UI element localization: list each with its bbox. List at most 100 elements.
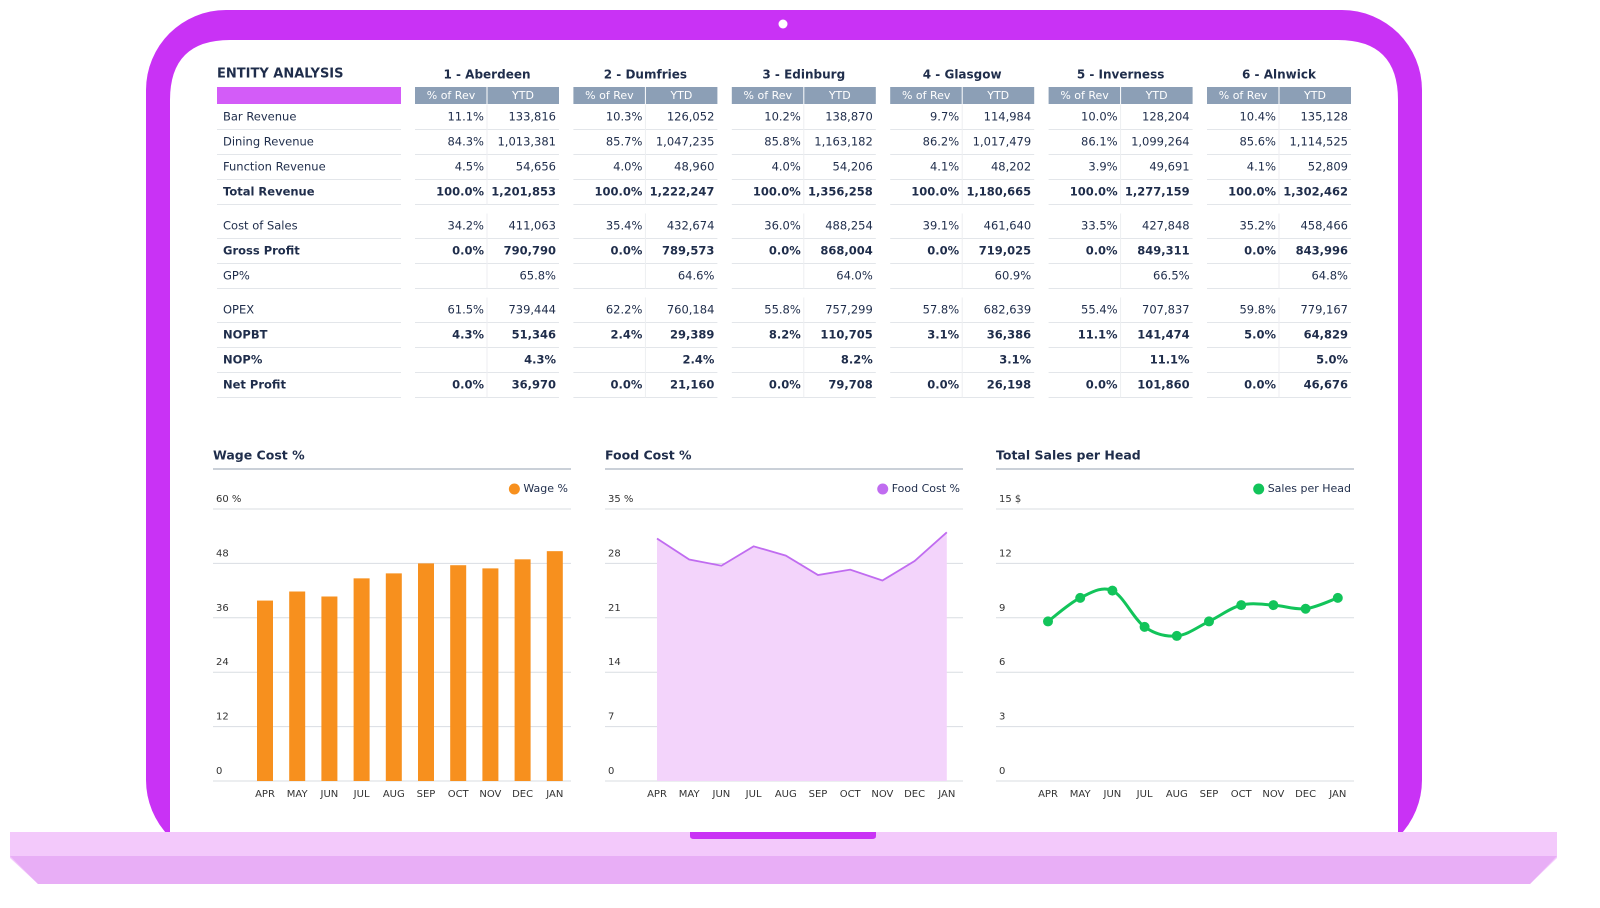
legend-swatch <box>1253 483 1265 495</box>
table-cell: 4.5% <box>455 160 484 174</box>
table-cell: 790,790 <box>504 244 556 258</box>
table-cell: 411,063 <box>508 219 556 233</box>
y-tick-label: 14 <box>608 657 621 668</box>
column-header: % of Rev <box>585 89 634 102</box>
table-cell: 65.8% <box>519 269 556 283</box>
table-cell: 49,691 <box>1149 160 1189 174</box>
table-cell: 39.1% <box>923 219 960 233</box>
x-tick-label: JAN <box>545 789 563 800</box>
table-cell: 133,816 <box>508 110 556 124</box>
column-header: % of Rev <box>902 89 951 102</box>
point <box>1043 616 1053 627</box>
chart-title: Wage Cost % <box>213 448 305 463</box>
x-tick-label: NOV <box>871 789 893 800</box>
row-label: Gross Profit <box>223 244 300 258</box>
table-cell: 779,167 <box>1300 303 1348 317</box>
y-tick-label: 12 <box>999 548 1012 559</box>
table-cell: 64,829 <box>1304 328 1348 342</box>
y-tick-label: 28 <box>608 548 621 559</box>
y-tick-label: 15 $ <box>999 494 1021 505</box>
area-line <box>656 531 948 582</box>
x-tick-label: AUG <box>775 789 797 800</box>
table-cell: 8.2% <box>769 328 801 342</box>
x-tick-label: APR <box>255 789 275 800</box>
table-cell: 11.1% <box>1078 328 1118 342</box>
table-cell: 100.0% <box>753 185 801 199</box>
table-cell: 4.3% <box>452 328 484 342</box>
x-tick-label: DEC <box>512 789 533 800</box>
bar <box>257 600 273 781</box>
legend-swatch <box>877 483 889 495</box>
x-tick-label: SEP <box>1200 789 1219 800</box>
x-tick-label: NOV <box>1262 789 1284 800</box>
x-tick-label: MAY <box>287 789 309 800</box>
laptop-notch <box>690 832 876 839</box>
table-cell: 432,674 <box>667 219 715 233</box>
x-tick-label: DEC <box>1295 789 1316 800</box>
x-tick-label: MAY <box>679 789 701 800</box>
table-cell: 719,025 <box>979 244 1031 258</box>
table-cell: 55.8% <box>764 303 801 317</box>
y-tick-label: 3 <box>999 712 1005 723</box>
point <box>1075 592 1086 603</box>
table-cell: 35.2% <box>1239 219 1276 233</box>
point <box>1268 600 1279 611</box>
y-tick-label: 0 <box>999 766 1005 777</box>
table-cell: 5.0% <box>1316 353 1348 367</box>
row-label: Cost of Sales <box>223 219 298 233</box>
table-cell: 21,160 <box>670 378 714 392</box>
column-header: % of Rev <box>744 89 793 102</box>
bar <box>353 578 370 781</box>
table-cell: 57.8% <box>923 303 960 317</box>
x-tick-label: APR <box>647 789 667 800</box>
table-cell: 843,996 <box>1296 244 1348 258</box>
table-cell: 0.0% <box>1244 378 1276 392</box>
x-tick-label: SEP <box>809 789 828 800</box>
table-cell: 61.5% <box>447 303 484 317</box>
legend-label: Wage % <box>523 482 568 495</box>
table-cell: 51,346 <box>512 328 556 342</box>
row-label: Total Revenue <box>223 185 315 199</box>
table-cell: 64.6% <box>678 269 715 283</box>
table-cell: 11.1% <box>447 110 484 124</box>
table-cell: 1,099,264 <box>1131 135 1190 149</box>
table-cell: 1,163,182 <box>814 135 873 149</box>
table-cell: 1,302,462 <box>1283 185 1348 199</box>
table-cell: 3.1% <box>927 328 959 342</box>
table-cell: 64.8% <box>1311 269 1348 283</box>
chart-title: Food Cost % <box>605 448 692 463</box>
table-cell: 10.4% <box>1239 110 1276 124</box>
x-tick-label: JUN <box>712 789 731 800</box>
table-cell: 0.0% <box>927 378 959 392</box>
table-cell: 0.0% <box>610 378 642 392</box>
column-header: YTD <box>828 89 851 102</box>
x-tick-label: NOV <box>479 789 501 800</box>
table-cell: 1,047,235 <box>656 135 715 149</box>
y-tick-label: 36 <box>216 603 229 614</box>
table-cell: 110,705 <box>820 328 872 342</box>
table-cell: 760,184 <box>667 303 715 317</box>
table-cell: 26,198 <box>987 378 1031 392</box>
entity-header: 5 - Inverness <box>1077 68 1165 82</box>
table-cell: 868,004 <box>820 244 872 258</box>
row-label: Net Profit <box>223 378 286 392</box>
table-cell: 427,848 <box>1142 219 1190 233</box>
bar <box>482 568 499 781</box>
table-cell: 1,114,525 <box>1289 135 1348 149</box>
table-cell: 85.8% <box>764 135 801 149</box>
table-cell: 36,386 <box>987 328 1031 342</box>
table-cell: 5.0% <box>1244 328 1276 342</box>
table-cell: 3.9% <box>1088 160 1117 174</box>
entity-header: 3 - Edinburg <box>762 68 845 82</box>
point <box>1139 621 1150 632</box>
point <box>1107 585 1118 596</box>
table-cell: 29,389 <box>670 328 714 342</box>
table-cell: 1,201,853 <box>491 185 556 199</box>
x-tick-label: SEP <box>417 789 436 800</box>
table-cell: 707,837 <box>1142 303 1190 317</box>
y-tick-label: 9 <box>999 603 1005 614</box>
table-cell: 10.3% <box>606 110 643 124</box>
x-tick-label: OCT <box>448 789 470 800</box>
table-cell: 1,356,258 <box>808 185 873 199</box>
table-cell: 85.7% <box>606 135 643 149</box>
